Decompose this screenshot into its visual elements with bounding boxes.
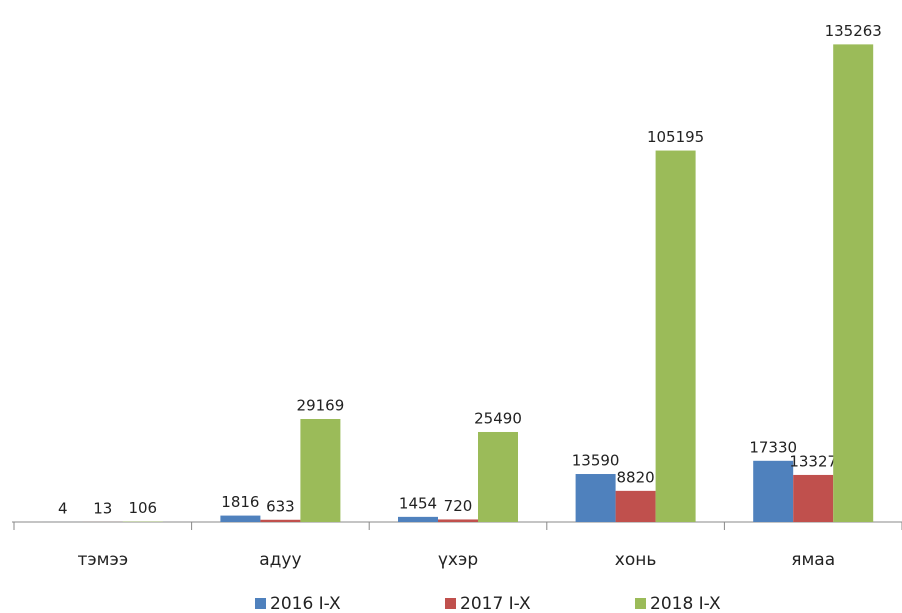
- data-label: 4: [58, 499, 68, 517]
- legend-label: 2016 I-X: [270, 594, 341, 613]
- legend-swatch: [255, 598, 266, 609]
- data-label: 13590: [572, 452, 620, 470]
- x-tick-label: тэмээ: [77, 550, 128, 570]
- data-label: 13: [93, 499, 112, 517]
- bar: [300, 419, 341, 522]
- data-label: 105195: [647, 128, 704, 146]
- data-label: 8820: [617, 468, 655, 486]
- bar: [478, 431, 518, 522]
- legend-label: 2018 I-X: [650, 594, 721, 613]
- data-label: 135263: [825, 22, 882, 40]
- bar: [615, 490, 656, 522]
- legend-label: 2017 I-X: [460, 594, 531, 613]
- data-label: 17330: [749, 438, 797, 456]
- data-label: 720: [444, 497, 473, 515]
- bar: [220, 515, 261, 522]
- data-label: 106: [128, 499, 157, 517]
- legend-swatch: [635, 598, 646, 609]
- bar: [793, 474, 834, 522]
- data-label: 13327: [789, 452, 837, 470]
- data-label: 29169: [297, 397, 345, 415]
- bar: [655, 150, 696, 522]
- x-tick-label: үхэр: [438, 550, 478, 570]
- x-tick-label: ямаа: [791, 550, 835, 570]
- x-tick-label: адуу: [259, 550, 301, 570]
- x-tick-label: хонь: [615, 550, 657, 570]
- data-label: 1816: [221, 493, 259, 511]
- data-label: 1454: [399, 494, 437, 512]
- bar: [833, 44, 874, 522]
- bar: [753, 460, 794, 522]
- legend-swatch: [445, 598, 456, 609]
- data-label: 25490: [474, 409, 522, 427]
- bar: [438, 519, 478, 522]
- bar: [398, 516, 438, 522]
- bar: [575, 474, 616, 522]
- data-label: 633: [266, 497, 295, 515]
- bar: [260, 519, 301, 522]
